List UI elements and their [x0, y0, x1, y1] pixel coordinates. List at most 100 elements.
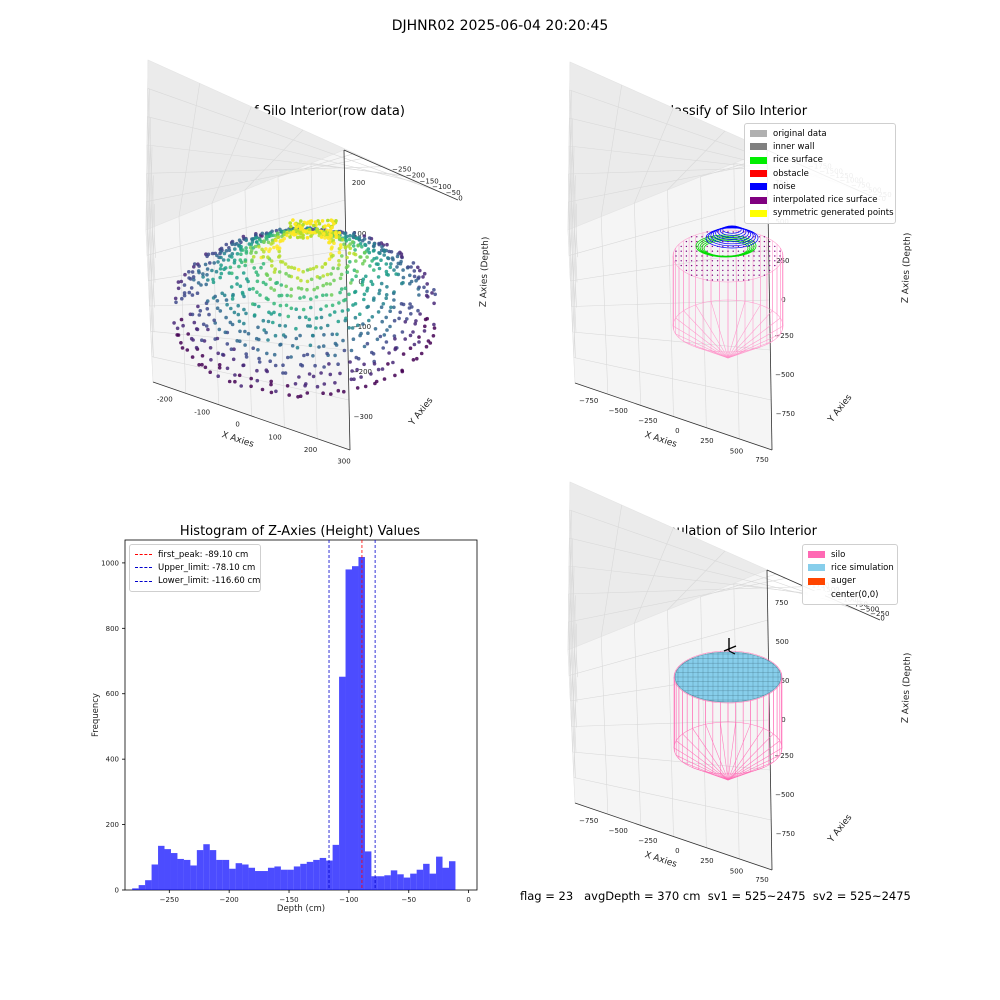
classify-interpolated-point [716, 279, 719, 281]
raw-point [411, 330, 415, 334]
raw-point [411, 358, 416, 362]
raw-point [249, 376, 253, 381]
histogram-bar [306, 861, 314, 890]
histogram-bar [203, 844, 210, 890]
raw-point [252, 313, 257, 317]
raw-point [286, 265, 291, 269]
raw-point [219, 263, 223, 268]
classify-noise-ring [722, 225, 742, 234]
histogram-bar [423, 863, 430, 890]
histogram-legend-entry: first_peak: -89.10 cm [135, 548, 255, 561]
raw-point [365, 341, 370, 346]
histogram-y-tick-label: 200 [106, 821, 119, 829]
raw-point [302, 295, 306, 299]
classify-interpolated-point [696, 236, 698, 238]
raw-point [400, 254, 404, 259]
raw-point [389, 262, 393, 266]
simulation-silo-cone-line [705, 724, 729, 781]
raw-point [302, 353, 306, 358]
raw-point [260, 231, 265, 236]
raw-point [252, 266, 256, 270]
raw-point [422, 271, 427, 276]
raw-point [329, 293, 334, 297]
raw-point [385, 242, 389, 247]
classify-interpolated-point [716, 250, 719, 252]
simulation-silo-cone-line [727, 771, 751, 781]
raw-point [376, 262, 380, 267]
raw-point [273, 333, 278, 338]
raw-point [346, 308, 350, 312]
classify-legend-swatch [750, 183, 767, 191]
classify-interpolated-point [690, 236, 693, 238]
classify-interpolated-point [737, 264, 740, 267]
raw-point [230, 255, 234, 259]
raw-point [360, 280, 365, 284]
raw-point [320, 219, 325, 223]
raw-point [223, 330, 228, 335]
raw-point [392, 305, 396, 310]
classify-interpolated-point [690, 274, 693, 276]
raw-point [218, 275, 222, 280]
classify-interpolated-point [716, 264, 719, 267]
raw-point [321, 293, 325, 298]
raw-point [231, 292, 235, 297]
simulation-x-tick-label: 750 [755, 876, 768, 884]
raw-point [311, 374, 316, 379]
raw-point [249, 249, 254, 253]
histogram-bar [313, 859, 320, 890]
raw-point [344, 239, 349, 243]
raw-point [337, 259, 341, 263]
raw-point [261, 280, 266, 285]
histogram-x-tick-label: −50 [401, 896, 416, 904]
histogram-bar [196, 850, 204, 890]
raw-point [238, 258, 243, 262]
raw-point [261, 254, 266, 259]
raw-point [182, 291, 187, 295]
classify-x-tick-label: 500 [730, 447, 743, 455]
raw-point [237, 238, 242, 242]
raw-point [335, 332, 339, 337]
classify-interpolated-point [727, 274, 729, 276]
raw-point [336, 319, 341, 324]
raw-point [261, 262, 266, 266]
raw-point [236, 303, 240, 308]
raw-point [365, 255, 369, 259]
raw-point [232, 310, 237, 315]
raw-point [206, 327, 210, 332]
raw-point [257, 356, 261, 361]
simulation-auger-marker [728, 650, 736, 655]
raw-point [295, 228, 300, 233]
raw-point [248, 245, 253, 250]
classify-interpolated-point [768, 269, 771, 272]
raw-point [331, 266, 336, 271]
classify-interpolated-point [701, 274, 703, 276]
histogram-bar [164, 849, 171, 890]
classify-y-tick-label: −250 [774, 332, 793, 340]
raw-point [251, 254, 256, 259]
raw-z-tick-label: −150 [420, 178, 439, 186]
raw-point [382, 253, 387, 257]
raw-point [265, 351, 269, 356]
classify-interpolated-point [680, 264, 682, 267]
raw-point [380, 245, 384, 249]
raw-point [348, 360, 352, 364]
raw-point [306, 220, 310, 225]
histogram-bar [352, 566, 359, 890]
classify-interpolated-point [742, 260, 745, 262]
raw-point [254, 270, 259, 275]
raw-point [285, 384, 290, 388]
classify-interpolated-point [732, 279, 734, 281]
raw-point [425, 282, 430, 286]
raw-point [281, 363, 285, 368]
raw-x-tick-label: -200 [157, 395, 173, 403]
raw-point [207, 312, 211, 317]
raw-point [424, 344, 429, 349]
classify-interpolated-point [774, 255, 776, 257]
raw-point [228, 320, 233, 325]
raw-point [392, 268, 396, 272]
raw-point [367, 236, 372, 240]
raw-point [235, 275, 239, 280]
raw-point [194, 345, 199, 350]
histogram-legend: first_peak: -89.10 cm Upper_limit: -78.10… [129, 544, 261, 592]
raw-point [369, 372, 373, 376]
